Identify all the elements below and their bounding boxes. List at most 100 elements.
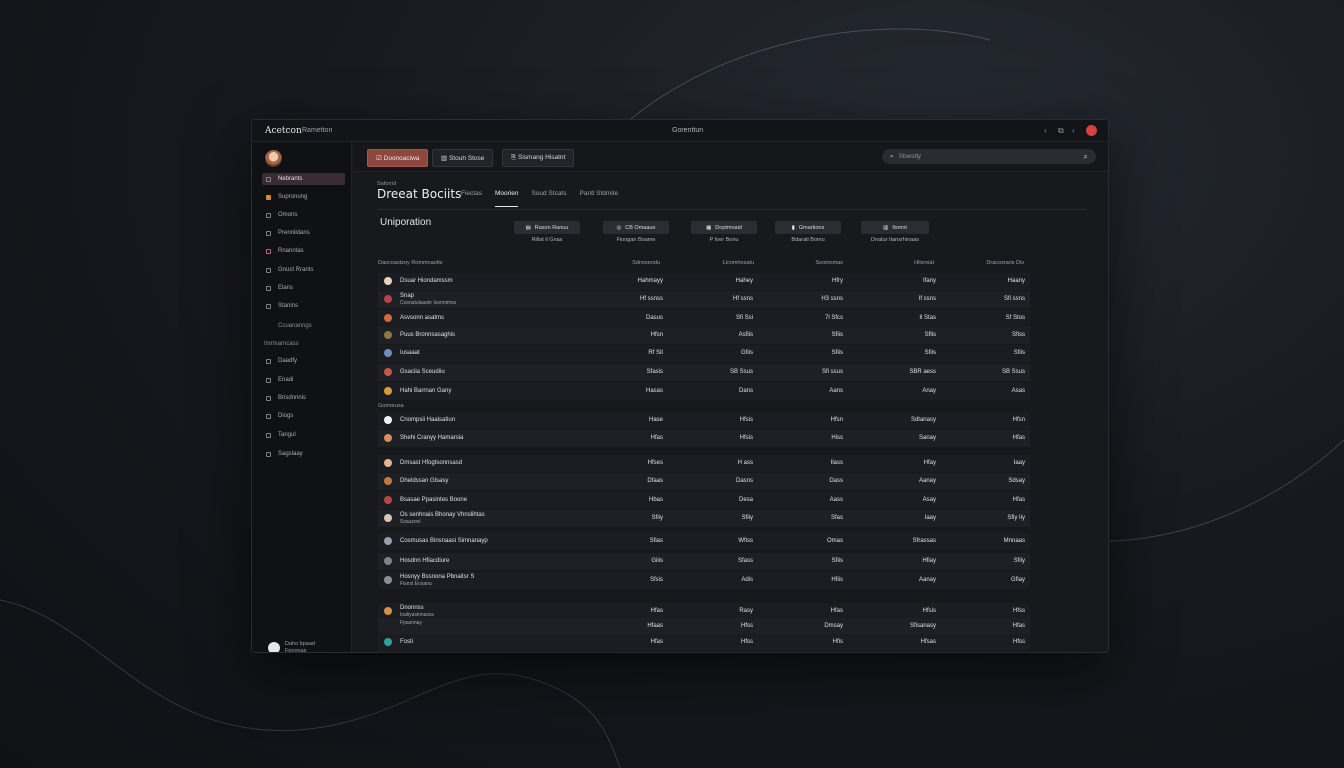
window-restore-icon[interactable]: ⧉ xyxy=(1058,126,1064,135)
filter-chip[interactable]: ◎ CB Omaaue xyxy=(603,221,669,234)
table-row[interactable]: Gsaciia Sceudiiu Sfasis SB Ssus Sfi ssus SBR… xyxy=(378,364,1030,381)
table-cell: Hfas xyxy=(1012,623,1025,629)
table-cell: Dans xyxy=(738,388,753,394)
column-header-4[interactable]: Hilsreiat xyxy=(914,260,934,266)
column-header-5[interactable]: Dracosraris Dis xyxy=(986,260,1024,266)
table-cell: Asfiis xyxy=(738,332,753,338)
table-cell: Hfss xyxy=(741,639,753,645)
table-row[interactable]: Hahi Barrnan Gany Hasas Dans Aans Anay Asas xyxy=(378,383,1030,400)
table-cell: Gfiay xyxy=(1010,577,1025,583)
row-name: Dmsast Hfogtsonnsasd xyxy=(400,460,463,466)
table-cell: Hiss xyxy=(831,435,843,441)
table-row[interactable]: Snap Cosnatulaaste Isonntmss Hf ssnss Hf ss… xyxy=(378,291,1030,308)
sidebar-item[interactable]: Ccuananngs xyxy=(262,320,345,332)
tab[interactable]: Pantl Stdmite xyxy=(579,190,619,197)
tab[interactable]: Fiectas xyxy=(461,190,482,197)
collapse-icon[interactable]: ‹ xyxy=(1072,126,1075,135)
record-indicator-icon[interactable] xyxy=(1086,125,1097,136)
box-icon xyxy=(266,377,271,383)
app-subtitle: Rametton xyxy=(302,127,333,134)
table-row[interactable]: Puus Bronnsasaghis Hfsn Asfiis Sfiis Sflis Sf… xyxy=(378,327,1030,344)
sidebar-item-label: Gnust Rrants xyxy=(278,267,314,273)
column-header-2[interactable]: Licnmhnsatu xyxy=(722,260,754,266)
sidebar-item[interactable]: Sagslaay xyxy=(262,448,345,460)
sidebar-item-label: Omons xyxy=(278,212,298,218)
filter-chip[interactable]: ▥ Ilsmnt xyxy=(861,221,929,234)
sidebar-item[interactable]: Tangul xyxy=(262,429,345,441)
table-cell: Dasns xyxy=(735,478,753,484)
table-row[interactable]: Dheldssan Glsasy Dfaas Dasns Dass Aanay Sdsay xyxy=(378,473,1030,490)
column-header-name[interactable]: Daocoastzoy Rommnaotts xyxy=(378,260,443,266)
stouh-stose-button[interactable]: ▥ Stouh Stose xyxy=(432,149,494,167)
table-row[interactable]: Shehi Cranyy Hamarsia Hfas Hfsis Hiss Sanay H… xyxy=(378,430,1030,447)
filter-chip[interactable]: ▦ Doptmnaid xyxy=(691,221,757,234)
sidebar-item[interactable]: Gnust Rrants xyxy=(262,264,345,276)
sidebar-item[interactable]: Omons xyxy=(262,209,345,221)
sidebar-item[interactable]: Enadi xyxy=(262,374,345,386)
globe-icon xyxy=(266,267,271,273)
filter-chip[interactable]: ▮ Gmartions xyxy=(775,221,841,234)
sidebar-item[interactable]: Daadfy xyxy=(262,355,345,367)
table-header: Daocoastzoy Rommnaotts Sdnoseodu Licnmhn… xyxy=(378,260,1030,269)
table-cell: Sflis xyxy=(924,332,936,338)
stack-icon xyxy=(266,395,271,401)
breadcrumb[interactable]: Saforrid xyxy=(377,181,397,187)
primary-action-button[interactable]: ☑ Doonoaciwa xyxy=(367,149,429,167)
sidebar-item-label: Stanins xyxy=(278,303,299,309)
table-cell: Hfas xyxy=(1012,435,1025,441)
sidebar-item[interactable]: Elans xyxy=(262,282,345,294)
title-bar: Acetcon Rametton Gorenttun ‹ ⧉ ‹ xyxy=(252,120,1108,142)
sismang-button[interactable]: ⎘ Sismang Hisatnt xyxy=(502,149,575,167)
tag-icon xyxy=(266,358,271,364)
table-row[interactable]: Dmsast Hfogtsonnsasd Hfses H ass Ilass Hfay I… xyxy=(378,455,1030,472)
column-header-1[interactable]: Sdnoseodu xyxy=(632,260,660,266)
table-cell: Sfiis xyxy=(831,558,843,564)
sidebar-item-label: Brisdnnnis xyxy=(278,395,307,401)
table-cell: Ilass xyxy=(830,460,843,466)
row-avatar-icon xyxy=(384,537,392,545)
table-row[interactable]: Bsasae Ppasintes Boone Hbas Desa Aass Asay Hf… xyxy=(378,492,1030,509)
table-row[interactable]: Cnompsii Haaisatiun Hase Hfsis Hfsn Sdtanasy… xyxy=(378,412,1030,429)
search-submit-icon[interactable]: ⌕ xyxy=(1083,151,1088,161)
sidebar-item[interactable]: Nebrants xyxy=(262,173,345,185)
row-name: Cosmusas Binsnaasi Simnanayp xyxy=(400,538,488,544)
sidebar-item[interactable]: Diogs xyxy=(262,410,345,422)
row-avatar-icon xyxy=(384,434,392,442)
table-row[interactable]: Hosdnn Hfiacdiure Giiis Sfass Sfiis Hfiay Sfi… xyxy=(378,553,1030,570)
folder-icon xyxy=(266,194,271,200)
table-cell: Sfi ssus xyxy=(821,369,843,375)
tab[interactable]: Soud Stcats xyxy=(531,190,567,197)
row-avatar-icon xyxy=(384,331,392,339)
tab-divider xyxy=(377,209,1087,210)
table-row[interactable]: Os senhnais Bhonay Vhnslihtas Sxauzonl Sfi… xyxy=(378,510,1030,527)
note-icon xyxy=(266,413,271,419)
filter-group: ▦ Doptmnaid P Ioer Bonu xyxy=(691,221,757,250)
search-input[interactable]: ⌕ Sbwstly ⌕ xyxy=(882,149,1096,164)
table-cell: Hfiis xyxy=(831,577,843,583)
row-name: Asvsonn asatms xyxy=(400,315,445,321)
sidebar-item[interactable]: Imrmarncass xyxy=(262,338,345,350)
table-row[interactable]: Asvsonn asatms Dasus Sfi Ssi 7l Sfcs Il Stas… xyxy=(378,310,1030,327)
table-row[interactable]: Hosnyy Bssnona Pbnaitsr S Fisnst Ensanu Sf… xyxy=(378,572,1030,589)
table-row[interactable]: Fosti Hfas Hfss Hfis Hfsas Hfss xyxy=(378,634,1030,651)
column-header-3[interactable]: Sooinnmas xyxy=(815,260,843,266)
sidebar-item[interactable]: Stanins xyxy=(262,300,345,312)
table-row[interactable]: Dsuar Hiondamssm Hahmayy Hahey Hfry Ifany Haa… xyxy=(378,273,1030,290)
sidebar-item[interactable]: Supronung xyxy=(262,191,345,203)
sidebar-item[interactable]: Prenniidans xyxy=(262,227,345,239)
sidebar-item[interactable]: Brisdnnnis xyxy=(262,392,345,404)
table-cell: Hfas xyxy=(650,639,663,645)
table-cell: Adis xyxy=(741,577,753,583)
table-row[interactable]: Fpasnnay Hfaas Hfss Dmsay Sfisanasy Hfas xyxy=(378,618,1030,635)
sidebar-item[interactable]: Rnanntas xyxy=(262,245,345,257)
table-row[interactable]: Iusaaat Rf Sit Gfiis Sfiis Sfiis Sfiis xyxy=(378,345,1030,362)
tab[interactable]: Moorien xyxy=(494,190,519,207)
table-row[interactable]: Cosmusas Binsnaasi Simnanayp Sfias Wfiss Om… xyxy=(378,533,1030,550)
back-icon[interactable]: ‹ xyxy=(1044,126,1047,135)
avatar[interactable] xyxy=(265,150,282,167)
table-row[interactable]: Dnonnss Ioaliyasinnasss Hfas Rasy Hfas Hfsis H… xyxy=(378,603,1030,620)
user-profile[interactable]: Daho bpaad Fpnonas xyxy=(268,641,315,652)
row-name: Os senhnais Bhonay Vhnslihtas Sxauzonl xyxy=(400,512,485,525)
filter-chip[interactable]: ▤ Rason Ranuu xyxy=(514,221,580,234)
table-cell: Dass xyxy=(829,478,843,484)
